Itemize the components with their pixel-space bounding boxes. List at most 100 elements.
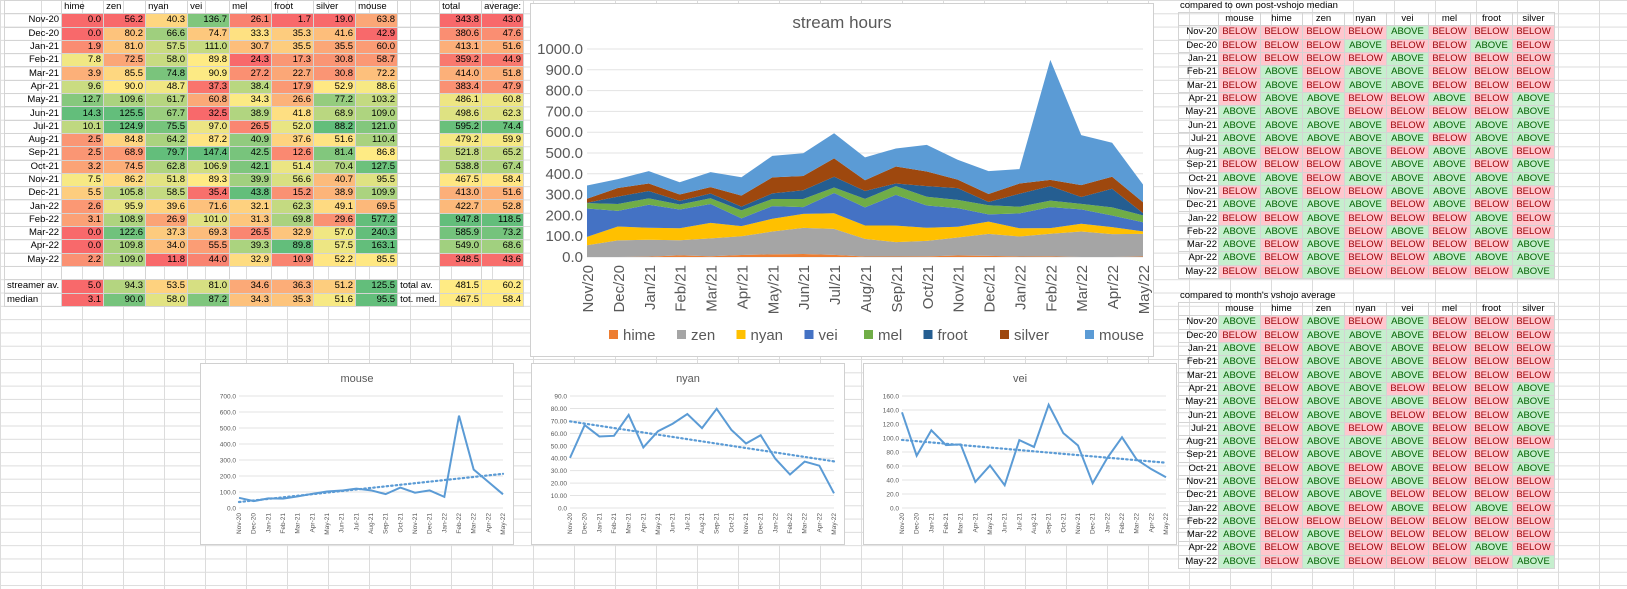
cell-value[interactable]: 26.5: [229, 119, 273, 134]
cell-value[interactable]: 11.8: [145, 252, 189, 267]
cmp-cell[interactable]: ABOVE: [1218, 118, 1261, 133]
cell-value[interactable]: 95.9: [103, 199, 147, 214]
cmp-cell[interactable]: ABOVE: [1512, 251, 1555, 266]
cmp-cell[interactable]: BELOW: [1218, 65, 1261, 80]
stats-value[interactable]: 51.6: [313, 292, 357, 307]
cmp-cell[interactable]: ABOVE: [1386, 224, 1429, 240]
cmp-cell[interactable]: ABOVE: [1302, 198, 1345, 213]
col-header-hime[interactable]: hime: [61, 0, 105, 15]
cmp-cell[interactable]: ABOVE: [1344, 158, 1387, 173]
cell-total[interactable]: 521.8: [439, 146, 483, 161]
cmp-cell[interactable]: BELOW: [1260, 554, 1303, 569]
row-month[interactable]: Feb-21: [3, 53, 63, 68]
cell-total[interactable]: 413.1: [439, 39, 483, 55]
row-month[interactable]: Feb-22: [1178, 514, 1219, 530]
row-month[interactable]: Jul-21: [3, 119, 63, 134]
cmp-cell[interactable]: ABOVE: [1302, 461, 1345, 476]
row-month[interactable]: Jan-22: [1178, 211, 1219, 226]
cmp-cell[interactable]: BELOW: [1260, 341, 1303, 357]
stats-value[interactable]: 5.0: [61, 279, 105, 294]
row-month[interactable]: Apr-22: [1178, 251, 1219, 266]
cell-value[interactable]: 68.9: [313, 106, 357, 121]
cmp-cell[interactable]: BELOW: [1302, 78, 1345, 93]
cmp-cell[interactable]: BELOW: [1512, 355, 1555, 370]
cmp-cell[interactable]: BELOW: [1302, 65, 1345, 80]
cmp-cell[interactable]: ABOVE: [1260, 65, 1303, 80]
cell-average[interactable]: 65.2: [481, 146, 525, 161]
cmp-cell[interactable]: BELOW: [1428, 368, 1471, 383]
cmp-cell[interactable]: ABOVE: [1386, 51, 1429, 67]
cell-value[interactable]: 75.5: [145, 119, 189, 134]
cmp-cell[interactable]: BELOW: [1386, 144, 1429, 160]
cell-value[interactable]: 37.3: [187, 79, 231, 95]
blank-cell[interactable]: [397, 199, 441, 214]
cmp-cell[interactable]: BELOW: [1260, 501, 1303, 516]
cmp-cell[interactable]: ABOVE: [1470, 171, 1513, 186]
blank-cell[interactable]: [397, 93, 441, 108]
cell-value[interactable]: 38.9: [229, 106, 273, 121]
cell-value[interactable]: 101.0: [187, 212, 231, 228]
cell-value[interactable]: 66.6: [145, 26, 189, 41]
cell-value[interactable]: 34.3: [229, 93, 273, 108]
cmp-cell[interactable]: ABOVE: [1386, 65, 1429, 80]
row-month[interactable]: Feb-21: [1178, 65, 1219, 80]
cmp-cell[interactable]: ABOVE: [1344, 144, 1387, 160]
cmp-cell[interactable]: BELOW: [1386, 381, 1429, 397]
stats-value[interactable]: 36.3: [271, 279, 315, 294]
row-month[interactable]: Jun-21: [1178, 408, 1219, 423]
blank-cell[interactable]: [145, 265, 189, 281]
cmp-cell[interactable]: BELOW: [1344, 421, 1387, 436]
cmp-cell[interactable]: BELOW: [1470, 461, 1513, 476]
cmp-cell[interactable]: BELOW: [1512, 474, 1555, 490]
area-series-mel[interactable]: [587, 186, 1143, 223]
cmp-cell[interactable]: BELOW: [1218, 25, 1261, 40]
cmp-cell[interactable]: ABOVE: [1470, 224, 1513, 240]
cell-total[interactable]: 380.6: [439, 26, 483, 41]
row-month[interactable]: Jan-21: [1178, 341, 1219, 357]
cmp-cell[interactable]: ABOVE: [1218, 421, 1261, 436]
cell-average[interactable]: 67.4: [481, 159, 525, 174]
cell-value[interactable]: 17.3: [271, 53, 315, 68]
cmp-cell[interactable]: BELOW: [1218, 91, 1261, 107]
cmp-header-mouse[interactable]: mouse: [1218, 11, 1261, 27]
cmp-cell[interactable]: ABOVE: [1428, 171, 1471, 186]
cmp-cell[interactable]: ABOVE: [1512, 131, 1555, 146]
cmp-cell[interactable]: ABOVE: [1512, 421, 1555, 436]
cell-value[interactable]: 577.2: [355, 212, 399, 228]
row-month[interactable]: Dec-21: [1178, 488, 1219, 503]
cell-value[interactable]: 40.9: [229, 132, 273, 148]
cmp-cell[interactable]: ABOVE: [1344, 78, 1387, 93]
row-month[interactable]: Mar-22: [1178, 238, 1219, 253]
cmp-cell[interactable]: ABOVE: [1512, 118, 1555, 133]
blank-cell[interactable]: [61, 265, 105, 281]
cell-value[interactable]: 55.5: [187, 239, 231, 254]
cmp-cell[interactable]: ABOVE: [1260, 118, 1303, 133]
cell-value[interactable]: 7.5: [61, 172, 105, 188]
cmp-cell[interactable]: ABOVE: [1470, 38, 1513, 53]
cell-value[interactable]: 35.4: [187, 186, 231, 201]
blank-cell[interactable]: [397, 159, 441, 174]
cmp-cell[interactable]: BELOW: [1512, 65, 1555, 80]
cmp-cell[interactable]: ABOVE: [1218, 144, 1261, 160]
area-series-zen[interactable]: [587, 227, 1143, 257]
cell-value[interactable]: 74.7: [187, 26, 231, 41]
cmp-cell[interactable]: BELOW: [1428, 474, 1471, 490]
cmp-cell[interactable]: BELOW: [1512, 51, 1555, 67]
cmp-cell[interactable]: ABOVE: [1428, 184, 1471, 200]
row-month[interactable]: Feb-21: [1178, 355, 1219, 370]
cmp-cell[interactable]: ABOVE: [1302, 488, 1345, 503]
cmp-cell[interactable]: BELOW: [1302, 25, 1345, 40]
blank-cell[interactable]: [271, 265, 315, 281]
cmp-cell[interactable]: BELOW: [1470, 528, 1513, 543]
row-month[interactable]: Mar-21: [3, 66, 63, 81]
cell-value[interactable]: 39.3: [229, 239, 273, 254]
blank-cell[interactable]: [355, 265, 399, 281]
cmp-cell[interactable]: ABOVE: [1428, 158, 1471, 173]
cell-value[interactable]: 240.3: [355, 226, 399, 241]
cmp-cell[interactable]: ABOVE: [1302, 554, 1345, 569]
cell-value[interactable]: 87.2: [187, 132, 231, 148]
cmp-median-table[interactable]: mouse hime zen nyan vei mel froot silver Nov-20 B…: [1178, 11, 1555, 279]
cell-value[interactable]: 12.6: [271, 146, 315, 161]
cell-value[interactable]: 39.9: [229, 172, 273, 188]
cell-average[interactable]: 52.8: [481, 199, 525, 214]
